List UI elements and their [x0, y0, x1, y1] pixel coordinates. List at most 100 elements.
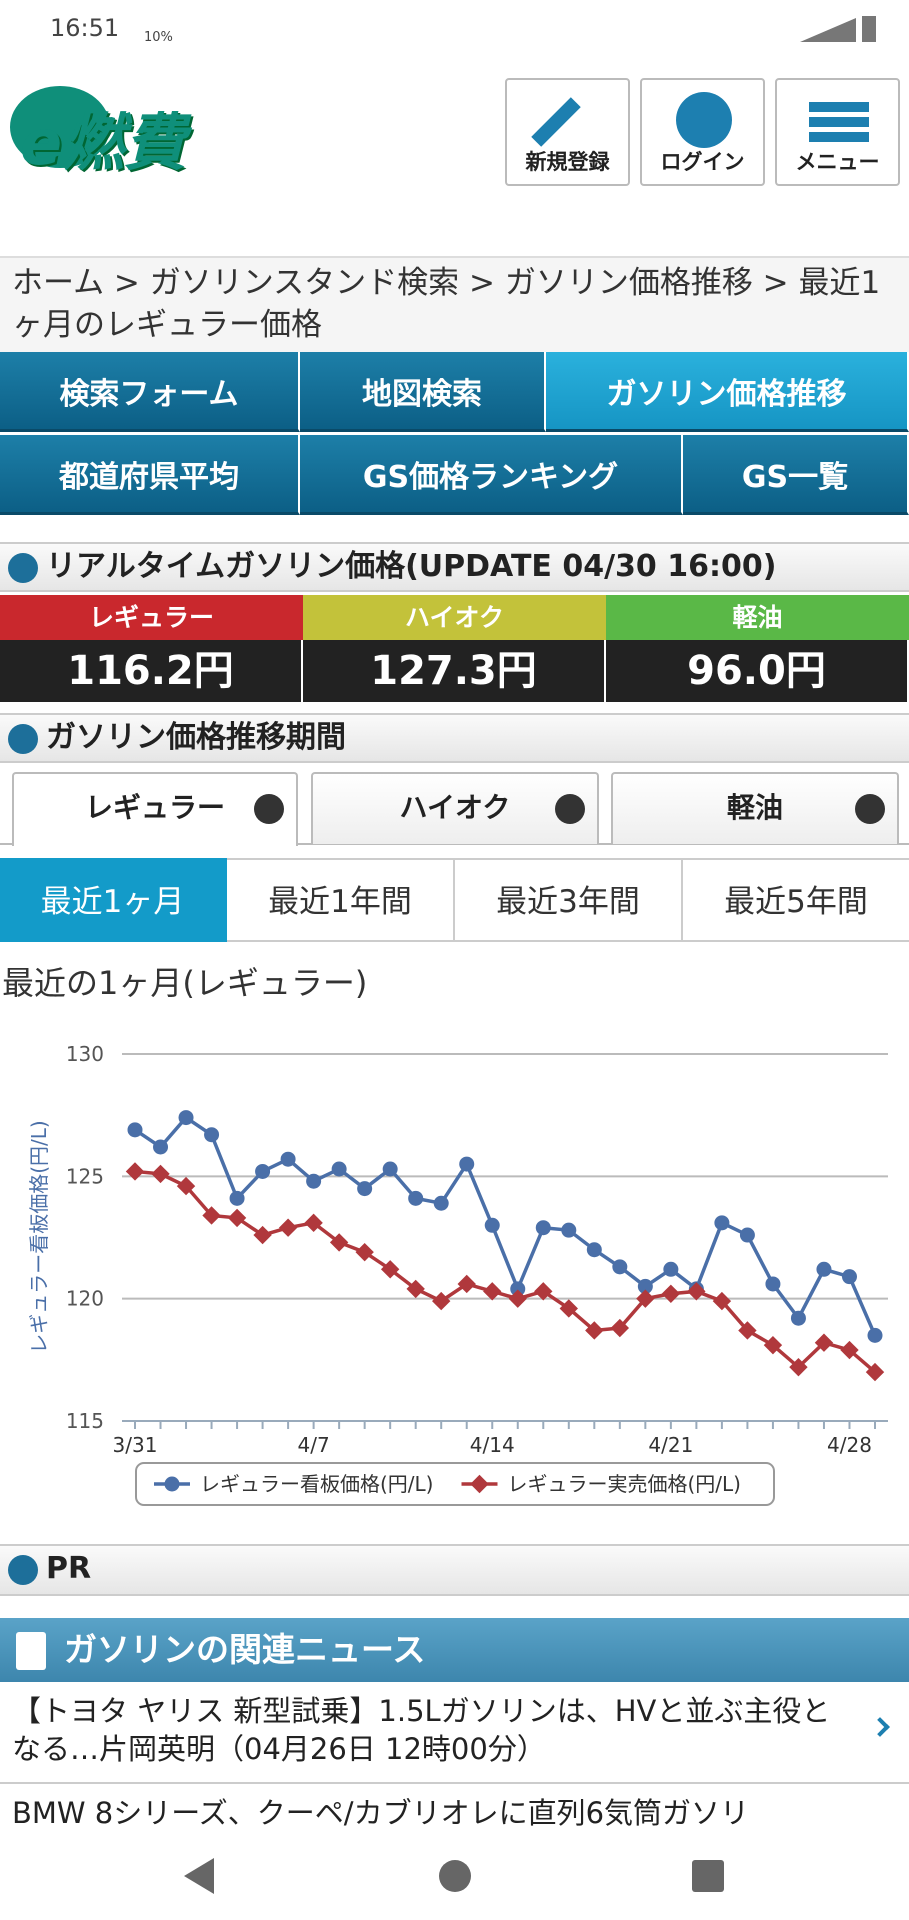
register-button[interactable]: 新規登録 [505, 78, 630, 186]
button-label: 新規登録 [525, 150, 610, 174]
section-header: ガソリン価格推移期間 [0, 713, 909, 763]
logo: e燃費 [20, 106, 187, 179]
series-line [134, 1115, 877, 1337]
point [714, 1215, 730, 1231]
point [164, 1476, 180, 1492]
back-button[interactable] [184, 1858, 214, 1894]
range-tab[interactable]: 最近3年間 [455, 858, 683, 942]
home-button[interactable] [439, 1860, 471, 1892]
x-tick-label: 3/31 [113, 1433, 158, 1457]
news-item[interactable]: BMW 8シリーズ、クーペ/カブリオレに直列6気筒ガソリ [0, 1786, 909, 1836]
point [510, 1281, 526, 1297]
point [176, 1176, 196, 1196]
status-bar: 16:51 10% [0, 0, 909, 60]
fuel-tab[interactable]: 軽油 [611, 772, 899, 844]
point [406, 1279, 425, 1299]
car-icon [8, 724, 38, 754]
nav-tab[interactable]: 検索フォーム [0, 352, 300, 432]
nav-tab[interactable]: GS価格ランキング [300, 435, 683, 515]
section-header: PR [0, 1544, 909, 1596]
point [470, 1474, 489, 1494]
point [867, 1327, 883, 1343]
arrow-icon [555, 794, 585, 824]
point [151, 1164, 170, 1184]
range-tab[interactable]: 最近1年間 [227, 858, 455, 942]
y-tick-label: 115 [66, 1409, 104, 1433]
news-item[interactable]: 【トヨタ ヤリス 新型試乗】1.5Lガソリンは、HVと並ぶ主役となる…片岡英明（… [0, 1684, 909, 1784]
button-label: メニュー [795, 150, 880, 174]
range-tab[interactable]: 最近1ヶ月 [0, 858, 227, 942]
nav-tab[interactable]: 地図検索 [300, 352, 546, 432]
point [459, 1156, 475, 1172]
range-tab[interactable]: 最近5年間 [683, 858, 909, 942]
point [534, 1282, 553, 1301]
point [483, 1282, 502, 1301]
point [280, 1151, 296, 1167]
point [535, 1220, 551, 1236]
point [816, 1261, 832, 1277]
point [355, 1242, 374, 1262]
point [765, 1276, 781, 1292]
point [227, 1208, 247, 1228]
nav-tab[interactable]: ガソリン価格推移 [546, 352, 909, 432]
point [484, 1217, 500, 1233]
point [329, 1233, 349, 1252]
temperature: 10% [144, 30, 173, 45]
point [229, 1190, 245, 1206]
signal-icon [800, 18, 856, 42]
point [255, 1163, 271, 1179]
point [432, 1291, 451, 1311]
y-axis-label: レギュラー看板価格(円/L) [27, 1120, 51, 1354]
news-title: ガソリンの関連ニュース [64, 1630, 426, 1669]
point [125, 1162, 145, 1181]
recents-button[interactable] [692, 1860, 724, 1892]
point [790, 1310, 806, 1326]
battery-icon [862, 16, 876, 42]
y-tick-label: 130 [66, 1042, 104, 1066]
legend-label: レギュラー看板価格(円/L) [200, 1472, 434, 1496]
price-label: ハイオク [303, 595, 606, 640]
point [153, 1139, 169, 1155]
section-title: リアルタイムガソリン価格(UPDATE 04/30 16:00) [46, 549, 777, 584]
arrow-icon [254, 794, 284, 824]
nav-tab[interactable]: GS一覧 [683, 435, 909, 515]
fuel-tab[interactable]: レギュラー [12, 772, 298, 846]
point [127, 1122, 143, 1138]
legend-box [135, 1462, 775, 1506]
menu-icon [809, 102, 869, 142]
point [814, 1333, 834, 1352]
point [663, 1261, 679, 1277]
y-tick-label: 120 [66, 1287, 104, 1311]
point [202, 1206, 221, 1225]
series-line [134, 1169, 877, 1374]
breadcrumb[interactable]: ホーム > ガソリンスタンド検索 > ガソリン価格推移 > 最近1ヶ月のレギュラ… [0, 256, 909, 352]
price-label: 軽油 [606, 595, 909, 640]
chevron [870, 1717, 890, 1737]
point [661, 1284, 681, 1303]
pen-icon [531, 97, 581, 147]
point [382, 1161, 398, 1177]
tab-label: レギュラー [84, 791, 225, 824]
point [433, 1195, 449, 1211]
system-nav-bar [0, 1830, 909, 1920]
news-text: BMW 8シリーズ、クーペ/カブリオレに直列6気筒ガソリ [12, 1796, 750, 1830]
section-title: ガソリン価格推移期間 [46, 720, 346, 755]
price-value: 96.0円 [606, 640, 909, 702]
x-tick-label: 4/21 [648, 1433, 693, 1457]
point [637, 1278, 653, 1294]
nav-tab[interactable]: 都道府県平均 [0, 435, 300, 515]
car-icon [8, 553, 38, 583]
point [687, 1282, 706, 1301]
login-button[interactable]: ログイン [640, 78, 765, 186]
x-tick-label: 4/28 [827, 1433, 872, 1457]
tab-baseline [0, 843, 909, 845]
point [204, 1127, 220, 1143]
arrow-icon [855, 794, 885, 824]
menu-button[interactable]: メニュー [775, 78, 900, 186]
point [789, 1357, 808, 1377]
point [253, 1225, 272, 1245]
fuel-tab[interactable]: ハイオク [311, 772, 599, 844]
point [561, 1222, 577, 1238]
